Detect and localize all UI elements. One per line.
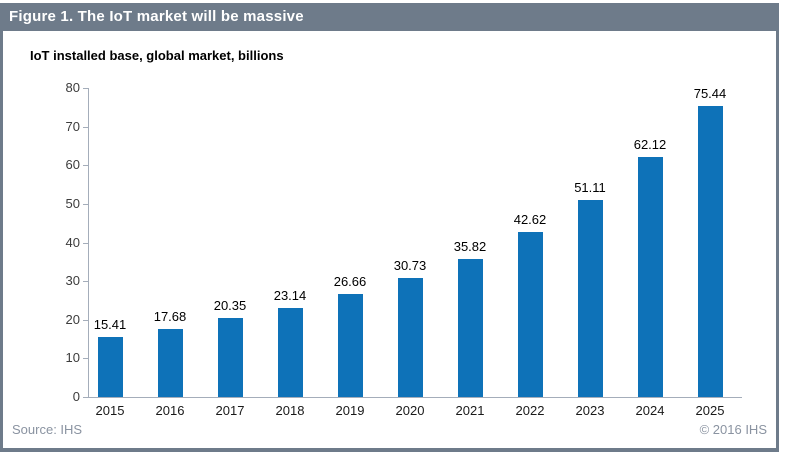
y-tick [83,88,88,89]
bar [637,157,663,397]
y-tick [83,358,88,359]
x-category-label: 2016 [155,403,185,418]
x-category-label: 2018 [275,403,305,418]
y-axis-label: 0 [72,389,80,404]
bar-value-label: 62.12 [633,137,667,152]
bar-value-label: 26.66 [333,274,367,289]
y-axis-label: 80 [65,80,80,95]
x-category-label: 2021 [455,403,485,418]
x-category-label: 2019 [335,403,365,418]
bar [397,278,423,397]
y-axis-line [88,88,89,398]
bar-value-label: 23.14 [273,288,307,303]
bar [577,200,603,397]
bar-value-label: 75.44 [693,86,727,101]
bar-value-label: 35.82 [453,239,487,254]
y-tick [83,165,88,166]
x-category-label: 2017 [215,403,245,418]
y-axis-label: 30 [65,273,80,288]
bar-value-label: 20.35 [213,298,247,313]
bar [697,106,723,397]
x-category-label: 2015 [95,403,125,418]
bar [457,259,483,397]
bar-value-label: 30.73 [393,258,427,273]
x-axis-line [88,397,742,398]
chart-subtitle: IoT installed base, global market, billi… [30,48,284,63]
y-tick [83,397,88,398]
x-category-label: 2020 [395,403,425,418]
y-axis-label: 10 [65,350,80,365]
copyright-label: © 2016 IHS [699,422,767,437]
y-axis-label: 50 [65,196,80,211]
bar [157,329,183,397]
x-category-label: 2023 [575,403,605,418]
bar [337,294,363,397]
bar [517,232,543,397]
bar [277,308,303,397]
y-tick [83,320,88,321]
bar-value-label: 51.11 [574,180,606,195]
y-tick [83,204,88,205]
bar [217,318,243,397]
y-tick [83,281,88,282]
figure-header: Figure 1. The IoT market will be massive [0,3,779,31]
bar-value-label: 15.41 [93,317,127,332]
chart-panel: IoT installed base, global market, billi… [0,31,779,452]
figure-title: Figure 1. The IoT market will be massive [9,8,304,25]
bar-value-label: 42.62 [513,212,547,227]
x-category-label: 2024 [635,403,665,418]
y-axis-label: 20 [65,312,80,327]
y-axis-label: 40 [65,235,80,250]
y-tick [83,243,88,244]
y-axis-label: 60 [65,157,80,172]
bar [97,337,123,397]
x-category-label: 2022 [515,403,545,418]
source-label: Source: IHS [12,422,83,437]
y-axis-label: 70 [65,119,80,134]
x-category-label: 2025 [695,403,725,418]
y-tick [83,127,88,128]
bar-value-label: 17.68 [153,309,187,324]
